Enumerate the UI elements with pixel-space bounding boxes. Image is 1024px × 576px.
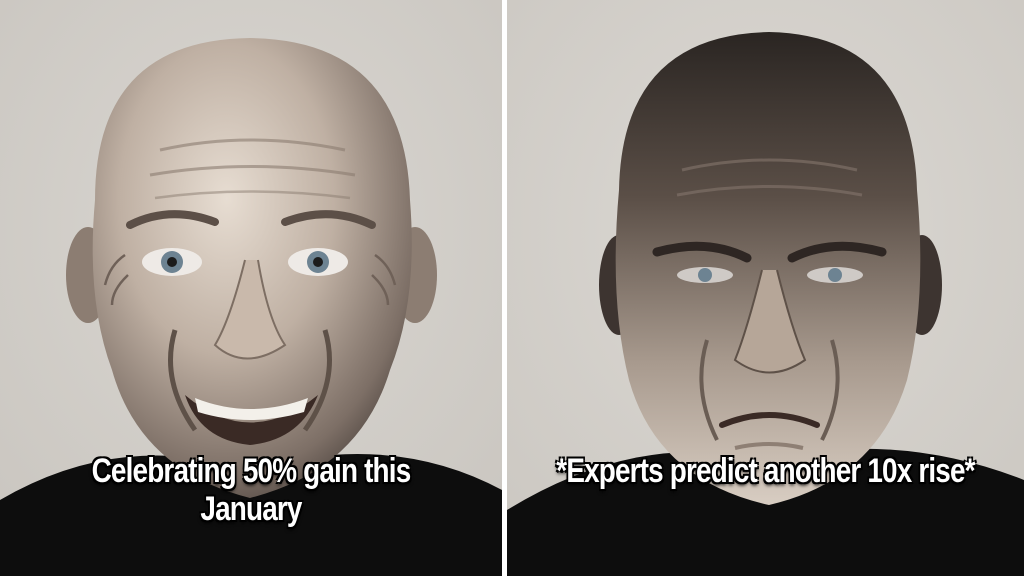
panel-divider — [502, 0, 507, 576]
caption-top-text: Celebrating 50% gain this January — [91, 452, 412, 528]
smiling-face-photo — [0, 0, 502, 576]
frowning-face-photo — [507, 0, 1024, 576]
panel-smiling: Celebrating 50% gain this January — [0, 0, 502, 576]
caption-bottom-text: *Experts predict another 10x rise* — [556, 452, 975, 490]
panel-frowning: *Experts predict another 10x rise* — [507, 0, 1024, 576]
